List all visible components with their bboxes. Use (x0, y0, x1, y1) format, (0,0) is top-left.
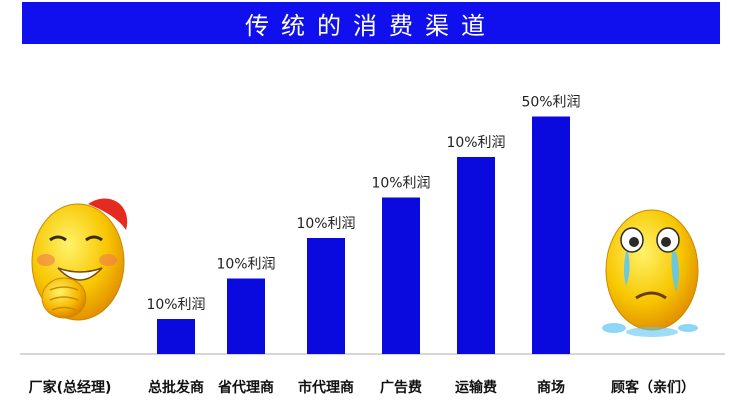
crying-smiley-icon (602, 209, 699, 337)
category-label-1: 总批发商 (148, 379, 204, 396)
bar-2 (227, 278, 265, 354)
category-label-6: 商场 (537, 379, 565, 396)
category-label-2: 省代理商 (217, 379, 274, 396)
data-label-4: 10%利润 (371, 176, 430, 192)
data-label-2: 10%利润 (216, 257, 275, 273)
category-label-4: 广告费 (380, 379, 422, 396)
category-label-5: 运输费 (455, 379, 497, 396)
data-label-1: 10%利润 (146, 297, 205, 313)
bar-3 (307, 238, 345, 354)
data-label-3: 10%利润 (296, 216, 355, 232)
bar-5 (457, 157, 495, 354)
happy-smiley-icon (31, 198, 128, 321)
category-label-3: 市代理商 (298, 379, 354, 396)
title-bar: 传统的消费渠道 (22, 2, 720, 44)
category-label-0: 厂家(总经理) (29, 379, 112, 396)
data-label-5: 10%利润 (446, 135, 505, 151)
bar-4 (382, 197, 420, 354)
chart-title: 传统的消费渠道 (245, 11, 497, 40)
category-label-7: 顾客（亲们） (611, 379, 695, 396)
bar-1 (157, 319, 195, 354)
bar-6 (532, 116, 570, 354)
data-label-6: 50%利润 (521, 95, 580, 111)
